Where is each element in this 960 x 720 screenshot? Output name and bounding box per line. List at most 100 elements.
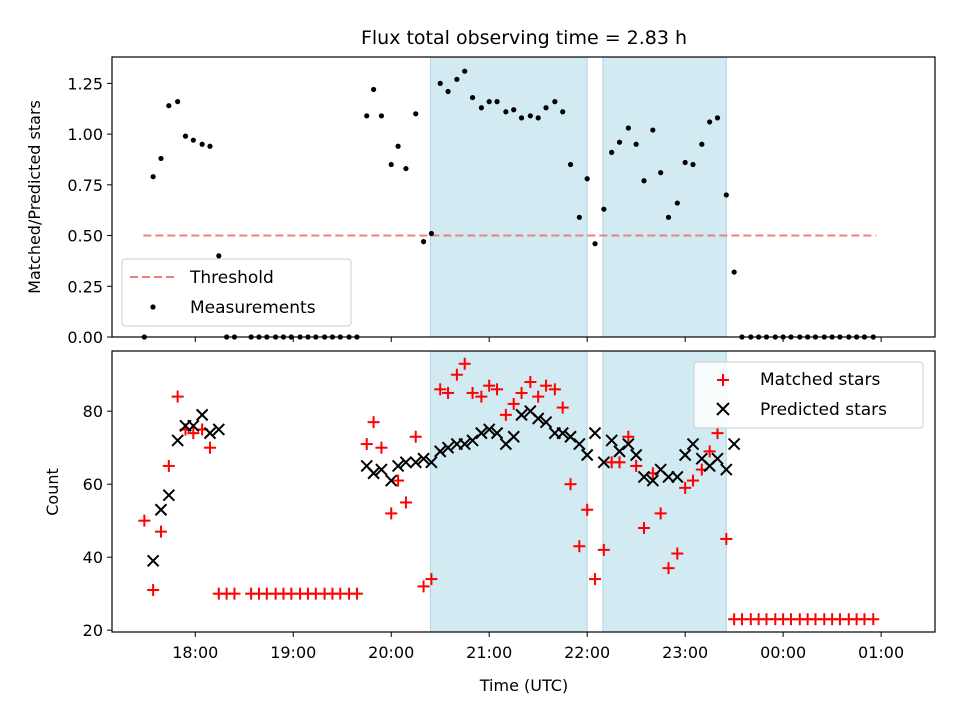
- measurement-point: [731, 269, 737, 275]
- matched-star-point: [450, 368, 463, 381]
- measurement-point: [182, 133, 189, 139]
- predicted-star-point: [203, 426, 217, 440]
- measurement-point: [413, 111, 419, 117]
- predicted-star-point: [531, 412, 545, 425]
- top-ytick-label: 0.25: [67, 277, 103, 296]
- measurement-point: [674, 200, 680, 206]
- matched-star-point: [711, 427, 724, 440]
- predicted-star-point: [195, 408, 209, 422]
- measurement-point: [256, 334, 262, 340]
- measurement-point: [714, 115, 721, 121]
- predicted-star-point: [399, 456, 413, 469]
- matched-star-point: [564, 478, 577, 491]
- predicted-star-point: [434, 445, 447, 458]
- predicted-star-point: [146, 554, 160, 568]
- matched-star-point: [375, 441, 388, 454]
- predicted-star-point: [466, 434, 479, 447]
- measurement-point: [248, 334, 254, 340]
- measurement-point: [337, 334, 343, 340]
- predicted-star-point: [171, 434, 184, 447]
- measurement-point: [288, 334, 294, 340]
- measurement-point: [821, 334, 827, 340]
- top-ytick-label: 0.50: [67, 227, 103, 246]
- measurement-point: [403, 165, 409, 172]
- matched-star-point: [138, 514, 151, 527]
- xtick-label: 00:00: [760, 643, 806, 662]
- top-ylabel: Matched/Predicted stars: [25, 100, 44, 294]
- matched-star-point: [613, 456, 626, 469]
- measurement-point: [199, 141, 205, 147]
- predicted-star-point: [539, 415, 553, 429]
- measurement-point: [378, 113, 385, 119]
- measurement-point: [543, 105, 549, 111]
- legend-predicted-label: Predicted stars: [760, 400, 887, 420]
- predicted-star-point: [720, 463, 733, 476]
- legend-measurements-label: Measurements: [190, 298, 316, 318]
- measurement-point: [560, 109, 566, 115]
- measurement-point: [329, 334, 336, 340]
- measurement-point: [486, 99, 492, 105]
- measurement-point: [846, 334, 852, 340]
- bottom-legend: Matched stars Predicted stars: [693, 361, 924, 429]
- bottom-ylabel: Count: [43, 468, 62, 516]
- measurement-point: [428, 230, 435, 237]
- measurement-point: [665, 214, 672, 220]
- predicted-star-point: [507, 430, 520, 443]
- bottom-ytick-label: 80: [83, 402, 103, 421]
- measurement-point: [264, 334, 270, 340]
- predicted-star-point: [588, 426, 602, 440]
- measurement-point: [837, 334, 843, 340]
- measurement-point: [395, 143, 401, 149]
- matched-star-point: [524, 376, 537, 389]
- predicted-star-point: [187, 419, 200, 433]
- predicted-star-point: [475, 426, 488, 440]
- measurement-point: [723, 192, 729, 198]
- bottom-axes-frame: [111, 350, 936, 633]
- matched-star-point: [360, 438, 373, 451]
- measurement-point: [763, 334, 770, 340]
- measurement-point: [166, 103, 172, 109]
- measurement-point: [297, 334, 303, 340]
- predicted-star-point: [441, 441, 455, 454]
- matched-star-point: [638, 521, 651, 534]
- measurement-point: [150, 174, 156, 180]
- measurement-point: [748, 334, 754, 340]
- measurement-point: [420, 239, 427, 245]
- measurement-point: [805, 334, 811, 340]
- matched-star-point: [540, 379, 553, 392]
- top-legend: Threshold Measurements: [121, 258, 352, 327]
- matched-star-point: [556, 401, 569, 414]
- measurement-point: [494, 99, 500, 105]
- legend-matched-label: Matched stars: [760, 370, 880, 390]
- measurement-point: [535, 115, 541, 121]
- measurement-point: [454, 76, 460, 82]
- legend-matched-marker: [717, 374, 729, 386]
- matched-star-point: [630, 459, 643, 472]
- measurement-point: [175, 99, 181, 105]
- measurement-point: [788, 334, 794, 340]
- measurement-point: [469, 94, 476, 101]
- matched-star-point: [392, 474, 405, 487]
- matched-star-point: [671, 547, 684, 560]
- measurement-point: [567, 161, 574, 168]
- measurement-point: [370, 86, 377, 93]
- top-ytick-label: 0.00: [67, 328, 103, 347]
- matched-star-point: [367, 416, 380, 429]
- measurement-point: [190, 137, 196, 143]
- predicted-star-point: [417, 452, 430, 465]
- measurement-point: [641, 178, 647, 184]
- predicted-star-point: [727, 437, 741, 451]
- predicted-star-point: [711, 452, 724, 465]
- measurement-point: [511, 107, 517, 113]
- matched-star-point: [409, 430, 422, 443]
- predicted-star-point: [622, 437, 635, 451]
- matched-star-point: [466, 386, 479, 399]
- measurement-point: [388, 161, 394, 168]
- measurement-point: [756, 334, 762, 340]
- measurement-point: [346, 334, 352, 340]
- measurement-point: [158, 155, 164, 162]
- measurement-point: [707, 119, 713, 125]
- matched-star-point: [573, 540, 586, 553]
- bottom-ytick-label: 20: [83, 621, 103, 640]
- predicted-star-point: [613, 445, 626, 458]
